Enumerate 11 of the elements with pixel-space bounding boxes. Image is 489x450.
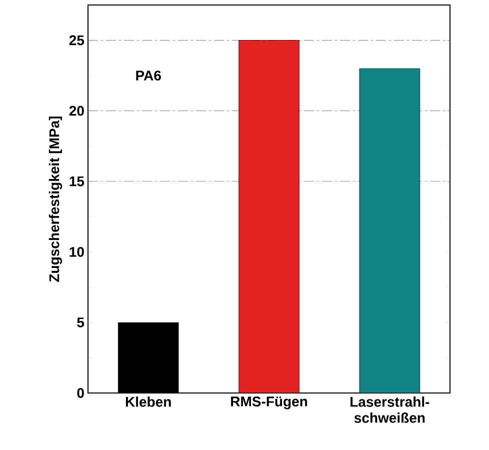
y-tick-label: 5 xyxy=(77,318,84,328)
y-tick-label: 0 xyxy=(77,388,84,398)
y-axis-title: Zugscherfestigkeit [MPa] xyxy=(48,116,62,282)
y-tick-label: 20 xyxy=(69,106,84,116)
x-tick-label: Kleben xyxy=(126,396,171,407)
y-tick-label: 25 xyxy=(69,35,84,46)
x-tick-label: RMS-Fügen xyxy=(231,396,308,410)
y-tick-label: 15 xyxy=(70,176,84,186)
annotation: PA6 xyxy=(136,70,161,81)
x-tick-label: Laserstrahl-schweißen xyxy=(350,396,430,423)
y-tick-label: 10 xyxy=(70,246,84,257)
